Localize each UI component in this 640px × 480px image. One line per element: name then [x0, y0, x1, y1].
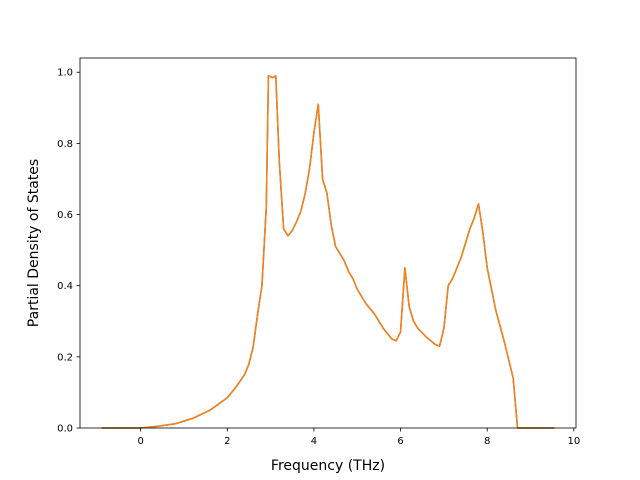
x-tick-label: 6 — [397, 436, 403, 447]
plot-frame — [79, 57, 577, 429]
series-line-2 — [101, 75, 555, 429]
x-tick-label: 10 — [567, 436, 580, 447]
x-tick-label: 4 — [311, 436, 317, 447]
y-tick-label: 0.6 — [57, 210, 73, 221]
y-axis-ticks: 0.0 0.2 0.4 0.6 0.8 1.0 — [57, 68, 80, 435]
x-tick-label: 0 — [137, 436, 143, 447]
y-tick-label: 0.8 — [57, 139, 73, 150]
series-line-1 — [101, 75, 555, 429]
x-axis-ticks: 0 2 4 6 8 10 — [137, 428, 580, 447]
y-tick-label: 0.4 — [57, 281, 73, 292]
y-tick-label: 1.0 — [57, 68, 73, 79]
x-tick-label: 2 — [224, 436, 230, 447]
y-axis-label: Partial Density of States — [26, 159, 42, 327]
x-axis-label: Frequency (THz) — [271, 458, 385, 474]
y-tick-label: 0.0 — [57, 424, 73, 435]
series-layer — [101, 75, 555, 429]
y-tick-label: 0.2 — [57, 352, 73, 363]
x-tick-label: 8 — [484, 436, 490, 447]
